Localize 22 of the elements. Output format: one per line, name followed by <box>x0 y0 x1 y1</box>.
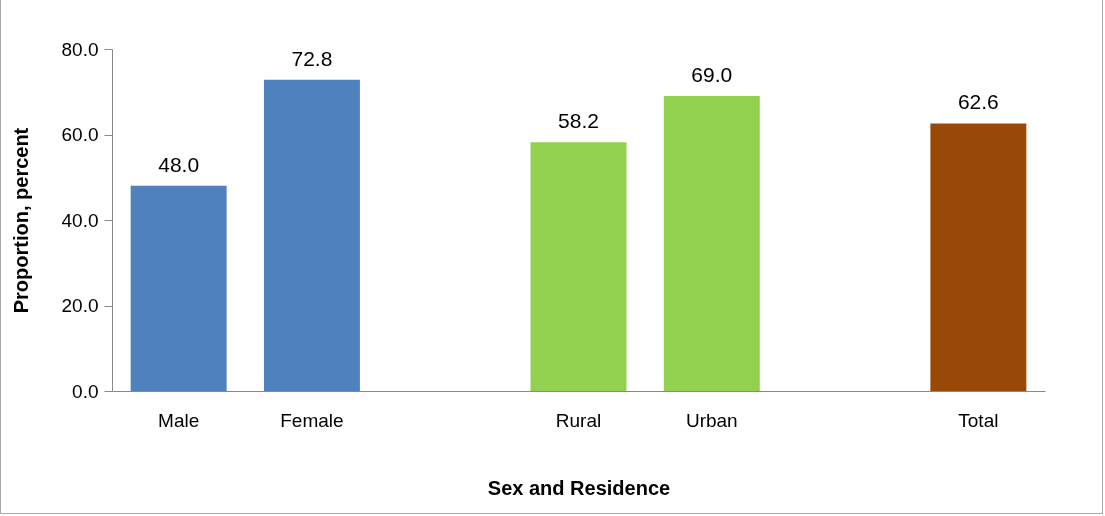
y-tick-label: 0.0 <box>72 380 99 402</box>
x-tick-label: Male <box>158 409 200 431</box>
x-tick-label: Total <box>958 409 999 431</box>
y-tick-label: 80.0 <box>61 38 99 60</box>
bar <box>663 96 760 391</box>
x-tick-label: Female <box>280 409 344 431</box>
bar <box>530 142 627 391</box>
x-tick-label: Urban <box>685 409 738 431</box>
y-tick-label: 20.0 <box>61 295 99 316</box>
data-label: 62.6 <box>957 90 999 114</box>
y-tick-label: 60.0 <box>61 124 99 145</box>
x-tick-label: Rural <box>555 409 602 431</box>
data-label: 58.2 <box>558 109 599 133</box>
bar <box>930 123 1027 391</box>
y-axis-title: Proportion, percent <box>9 127 32 314</box>
data-label: 72.8 <box>291 46 333 70</box>
bar <box>263 79 360 391</box>
data-label: 69.0 <box>691 63 733 87</box>
data-label: 48.0 <box>158 152 200 176</box>
y-tick-label: 40.0 <box>61 209 99 231</box>
bar <box>130 185 227 391</box>
x-axis-title: Sex and Residence <box>487 476 671 499</box>
